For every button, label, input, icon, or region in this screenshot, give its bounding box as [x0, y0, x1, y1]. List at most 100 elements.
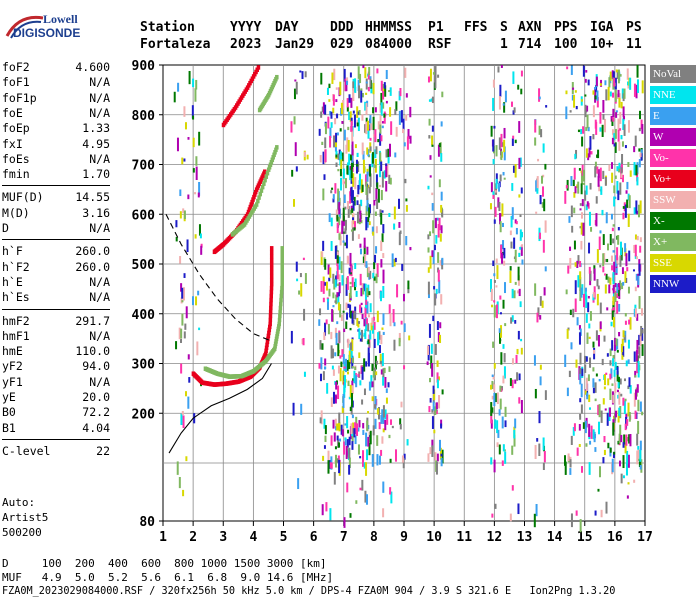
interference-mark — [441, 91, 444, 98]
interference-mark — [437, 252, 440, 263]
interference-mark — [340, 361, 343, 368]
interference-mark — [371, 152, 374, 164]
param-value: 260.0 — [75, 259, 110, 274]
echo-point-x — [259, 188, 264, 193]
interference-mark — [337, 422, 340, 431]
interference-mark — [378, 331, 381, 340]
echo-point-vo — [269, 297, 273, 303]
interference-mark — [405, 114, 408, 121]
interference-mark — [376, 182, 379, 190]
interference-mark — [362, 422, 365, 429]
interference-mark — [365, 432, 368, 447]
interference-mark — [398, 337, 401, 347]
interference-mark — [499, 312, 502, 315]
header-col-9: PPS — [554, 20, 578, 35]
interference-mark — [356, 317, 359, 326]
interference-mark — [437, 144, 440, 157]
interference-mark — [536, 187, 539, 194]
interference-mark — [599, 321, 602, 330]
interference-mark — [501, 222, 504, 228]
interference-mark — [490, 457, 493, 465]
interference-mark — [569, 468, 572, 475]
interference-mark — [601, 209, 604, 216]
echo-point-x — [280, 273, 284, 279]
interference-mark — [365, 299, 368, 305]
interference-mark — [629, 317, 632, 330]
interference-mark — [365, 121, 368, 135]
interference-mark — [570, 176, 573, 186]
interference-mark — [434, 76, 437, 89]
interference-mark — [514, 249, 517, 263]
interference-mark — [427, 294, 430, 299]
interference-mark — [625, 434, 628, 446]
echo-point-vo — [269, 258, 274, 263]
interference-mark — [359, 273, 362, 286]
interference-mark — [346, 80, 349, 85]
x-tick-label: 1 — [159, 530, 167, 545]
interference-mark — [427, 234, 430, 240]
interference-mark — [616, 166, 619, 172]
interference-mark — [439, 334, 442, 344]
interference-mark — [596, 249, 599, 263]
echo-point-x — [266, 167, 271, 172]
interference-mark — [379, 360, 382, 365]
interference-mark — [352, 378, 355, 382]
interference-mark — [388, 304, 391, 314]
interference-mark — [180, 328, 183, 339]
interference-mark — [367, 149, 370, 157]
interference-mark — [436, 379, 439, 389]
interference-mark — [502, 375, 505, 384]
interference-mark — [350, 97, 353, 108]
interference-mark — [519, 229, 522, 241]
interference-mark — [571, 225, 574, 233]
interference-mark — [326, 298, 329, 310]
echo-point-x — [264, 174, 269, 179]
interference-mark — [592, 367, 595, 372]
interference-mark — [329, 127, 332, 138]
interference-mark — [499, 339, 502, 342]
interference-mark — [338, 202, 341, 215]
interference-mark — [602, 113, 605, 120]
interference-mark — [614, 128, 617, 139]
interference-mark — [620, 473, 623, 484]
interference-mark — [638, 148, 641, 152]
interference-mark — [639, 152, 642, 158]
interference-mark — [623, 88, 626, 99]
interference-mark — [609, 71, 612, 81]
interference-mark — [382, 171, 385, 178]
interference-mark — [188, 70, 191, 85]
interference-mark — [344, 219, 347, 231]
interference-mark — [495, 183, 498, 195]
interference-mark — [185, 391, 188, 397]
interference-mark — [627, 213, 630, 227]
interference-mark — [428, 135, 431, 139]
interference-mark — [382, 313, 385, 325]
interference-mark — [368, 431, 371, 437]
interference-mark — [398, 198, 401, 209]
interference-mark — [327, 450, 330, 464]
interference-mark — [378, 345, 381, 354]
interference-mark — [399, 230, 402, 234]
interference-mark — [296, 278, 299, 282]
param-separator — [2, 438, 110, 440]
interference-mark — [361, 142, 364, 155]
interference-mark — [382, 253, 385, 259]
interference-mark — [512, 165, 515, 173]
interference-mark — [611, 70, 614, 80]
interference-mark — [198, 131, 201, 146]
echo-point-vo — [263, 169, 267, 174]
interference-mark — [333, 432, 336, 442]
interference-mark — [350, 342, 353, 350]
interference-mark — [427, 281, 430, 295]
param-label: hmF1 — [2, 328, 30, 343]
interference-mark — [359, 487, 362, 491]
interference-mark — [518, 252, 521, 257]
interference-mark — [355, 416, 358, 428]
interference-mark — [299, 273, 302, 278]
interference-mark — [319, 155, 322, 163]
interference-mark — [324, 282, 327, 286]
interference-mark — [195, 166, 198, 181]
echo-point-vo — [248, 204, 253, 210]
interference-mark — [343, 366, 346, 369]
